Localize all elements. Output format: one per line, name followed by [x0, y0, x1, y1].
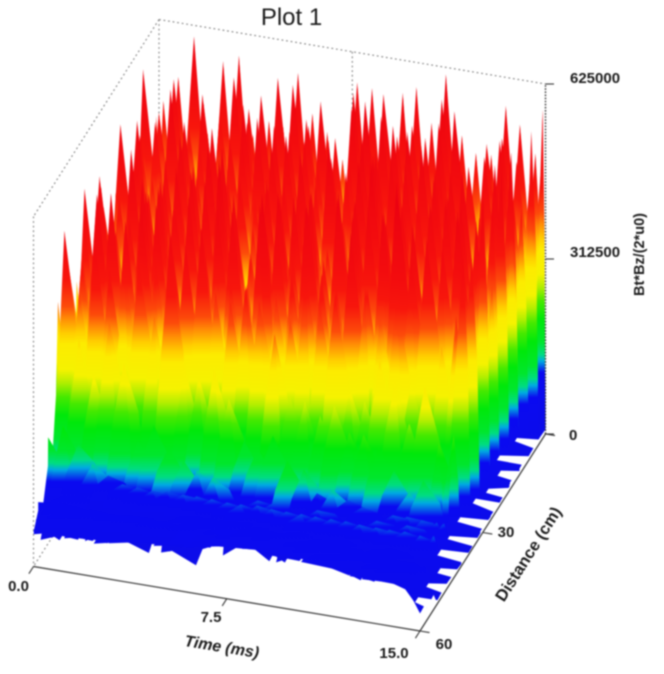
svg-text:30: 30: [498, 524, 515, 541]
svg-text:Plot 1: Plot 1: [261, 4, 322, 31]
svg-text:Distance (cm): Distance (cm): [492, 504, 565, 605]
svg-text:60: 60: [436, 636, 453, 653]
svg-text:0.0: 0.0: [8, 578, 29, 595]
svg-text:7.5: 7.5: [201, 609, 222, 626]
svg-text:15.0: 15.0: [379, 645, 408, 662]
svg-text:0: 0: [569, 427, 577, 444]
svg-text:312500: 312500: [570, 244, 620, 261]
svg-text:625000: 625000: [570, 70, 620, 87]
svg-text:Time (ms): Time (ms): [183, 633, 260, 662]
svg-text:Bt*Bz/(2*u0): Bt*Bz/(2*u0): [632, 213, 648, 296]
